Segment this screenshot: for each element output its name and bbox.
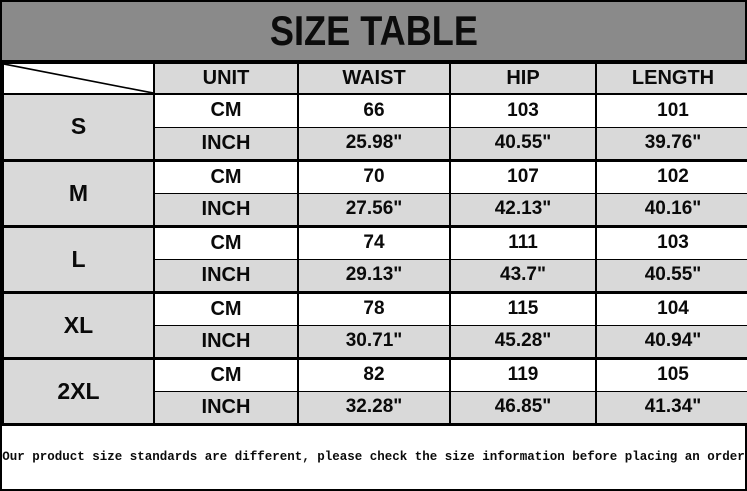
unit-label: CM (153, 225, 299, 260)
value-cell: 70 (297, 159, 451, 194)
value-cell: 25.98" (297, 126, 451, 162)
unit-label: INCH (153, 126, 299, 162)
size-label-l: L (2, 225, 155, 294)
column-header-waist: WAIST (297, 62, 451, 95)
value-cell: 103 (449, 93, 597, 128)
value-cell: 40.55" (595, 258, 747, 294)
value-cell: 43.7" (449, 258, 597, 294)
table-row-xl-cm: XL CM 78 115 104 (2, 291, 747, 360)
value-cell: 29.13" (297, 258, 451, 294)
size-label-m: M (2, 159, 155, 228)
value-cell: 78 (297, 291, 451, 326)
unit-label: CM (153, 291, 299, 326)
value-cell: 32.28" (297, 390, 451, 426)
table-row-m-inch: INCH 27.56" 42.13" 40.16" (3, 192, 747, 228)
size-label-xl: XL (2, 291, 155, 360)
value-cell: 101 (595, 93, 747, 128)
column-header-unit: UNIT (153, 62, 299, 95)
table-row-s-cm: S CM 66 103 101 (2, 93, 747, 162)
value-cell: 45.28" (449, 324, 597, 360)
column-header-length: LENGTH (595, 62, 747, 95)
value-cell: 111 (449, 225, 597, 260)
value-cell: 40.55" (449, 126, 597, 162)
unit-label: CM (153, 93, 299, 128)
table-row-l-cm: L CM 74 111 103 (2, 225, 747, 294)
value-cell: 42.13" (449, 192, 597, 228)
value-cell: 66 (297, 93, 451, 128)
title-bar: SIZE TABLE (2, 2, 745, 62)
size-label-2xl: 2XL (2, 357, 155, 426)
page-title: SIZE TABLE (269, 7, 478, 54)
table-row-m-cm: M CM 70 107 102 (2, 159, 747, 228)
footnote-text: Our product size standards are different… (2, 425, 745, 489)
size-table: UNIT WAIST HIP LENGTH S CM 66 103 101 IN… (2, 62, 747, 426)
table-row-2xl-inch: INCH 32.28" 46.85" 41.34" (3, 390, 747, 426)
value-cell: 27.56" (297, 192, 451, 228)
value-cell: 115 (449, 291, 597, 326)
value-cell: 41.34" (595, 390, 747, 426)
unit-label: INCH (153, 192, 299, 228)
value-cell: 102 (595, 159, 747, 194)
unit-label: INCH (153, 390, 299, 426)
value-cell: 104 (595, 291, 747, 326)
unit-label: CM (153, 159, 299, 194)
table-row-s-inch: INCH 25.98" 40.55" 39.76" (3, 126, 747, 162)
value-cell: 39.76" (595, 126, 747, 162)
value-cell: 46.85" (449, 390, 597, 426)
header-row: UNIT WAIST HIP LENGTH (2, 62, 747, 95)
unit-label: CM (153, 357, 299, 392)
value-cell: 107 (449, 159, 597, 194)
value-cell: 119 (449, 357, 597, 392)
table-row-l-inch: INCH 29.13" 43.7" 40.55" (3, 258, 747, 294)
table-row-xl-inch: INCH 30.71" 45.28" 40.94" (3, 324, 747, 360)
corner-cell (2, 62, 155, 95)
value-cell: 40.16" (595, 192, 747, 228)
value-cell: 30.71" (297, 324, 451, 360)
unit-label: INCH (153, 324, 299, 360)
value-cell: 105 (595, 357, 747, 392)
size-label-s: S (2, 93, 155, 162)
value-cell: 40.94" (595, 324, 747, 360)
value-cell: 82 (297, 357, 451, 392)
table-row-2xl-cm: 2XL CM 82 119 105 (2, 357, 747, 426)
value-cell: 74 (297, 225, 451, 260)
column-header-hip: HIP (449, 62, 597, 95)
unit-label: INCH (153, 258, 299, 294)
diagonal-line-icon (4, 64, 153, 93)
value-cell: 103 (595, 225, 747, 260)
